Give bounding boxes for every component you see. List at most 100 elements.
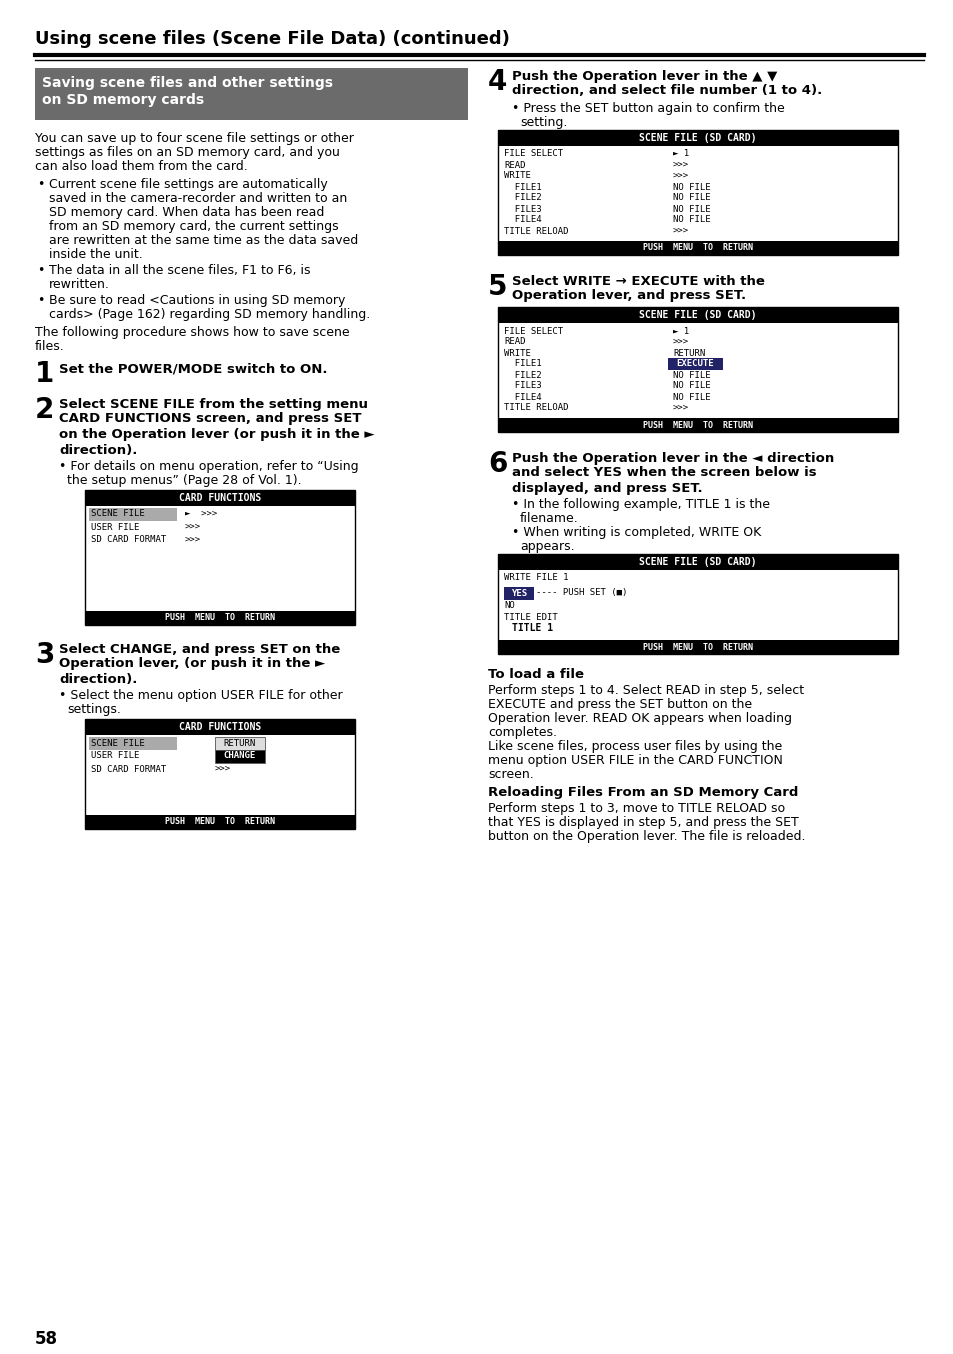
Text: 2: 2	[35, 395, 54, 424]
Text: You can save up to four scene file settings or other: You can save up to four scene file setti…	[35, 131, 354, 145]
Text: •: •	[37, 294, 45, 307]
FancyBboxPatch shape	[85, 490, 355, 626]
Text: FILE3: FILE3	[503, 204, 541, 214]
Text: Saving scene files and other settings: Saving scene files and other settings	[42, 76, 333, 89]
FancyBboxPatch shape	[497, 640, 897, 654]
Text: >>>: >>>	[185, 535, 201, 544]
Text: screen.: screen.	[488, 768, 533, 781]
Text: PUSH  MENU  TO  RETURN: PUSH MENU TO RETURN	[165, 613, 274, 623]
Text: READ: READ	[503, 337, 525, 347]
Text: TITLE EDIT: TITLE EDIT	[503, 612, 558, 621]
Text: are rewritten at the same time as the data saved: are rewritten at the same time as the da…	[49, 234, 358, 246]
Text: EXECUTE and press the SET button on the: EXECUTE and press the SET button on the	[488, 699, 751, 711]
Text: • When writing is completed, WRITE OK: • When writing is completed, WRITE OK	[512, 525, 760, 539]
FancyBboxPatch shape	[85, 719, 355, 829]
Text: NO FILE: NO FILE	[672, 204, 710, 214]
Text: ---- PUSH SET (■): ---- PUSH SET (■)	[536, 589, 627, 597]
Text: ► 1: ► 1	[672, 326, 688, 336]
Text: direction, and select file number (1 to 4).: direction, and select file number (1 to …	[512, 84, 821, 97]
Text: Reloading Files From an SD Memory Card: Reloading Files From an SD Memory Card	[488, 787, 798, 799]
Text: NO FILE: NO FILE	[672, 382, 710, 390]
Text: settings.: settings.	[67, 703, 121, 716]
Text: >>>: >>>	[672, 403, 688, 413]
Text: The following procedure shows how to save scene: The following procedure shows how to sav…	[35, 326, 349, 338]
Text: can also load them from the card.: can also load them from the card.	[35, 160, 248, 173]
Text: SD CARD FORMAT: SD CARD FORMAT	[91, 535, 166, 544]
Text: >>>: >>>	[672, 172, 688, 180]
Text: button on the Operation lever. The file is reloaded.: button on the Operation lever. The file …	[488, 830, 804, 844]
Text: on the Operation lever (or push it in the ►: on the Operation lever (or push it in th…	[59, 428, 375, 441]
Text: ►  >>>: ► >>>	[185, 509, 217, 519]
Text: READ: READ	[503, 161, 525, 169]
FancyBboxPatch shape	[497, 130, 897, 146]
Text: SCENE FILE (SD CARD): SCENE FILE (SD CARD)	[639, 310, 756, 320]
Text: filename.: filename.	[519, 512, 578, 525]
Text: NO: NO	[503, 601, 515, 611]
Text: Select WRITE → EXECUTE with the: Select WRITE → EXECUTE with the	[512, 275, 764, 288]
Text: FILE4: FILE4	[503, 393, 541, 402]
Text: YES: YES	[511, 589, 526, 597]
Text: >>>: >>>	[214, 765, 231, 773]
Text: ► 1: ► 1	[672, 149, 688, 158]
FancyBboxPatch shape	[85, 815, 355, 829]
Text: The data in all the scene files, F1 to F6, is: The data in all the scene files, F1 to F…	[49, 264, 310, 278]
Text: the setup menus” (Page 28 of Vol. 1).: the setup menus” (Page 28 of Vol. 1).	[67, 474, 301, 487]
FancyBboxPatch shape	[85, 490, 355, 506]
Text: Perform steps 1 to 4. Select READ in step 5, select: Perform steps 1 to 4. Select READ in ste…	[488, 684, 803, 697]
Text: USER FILE: USER FILE	[91, 751, 139, 761]
FancyBboxPatch shape	[35, 68, 468, 121]
Text: Push the Operation lever in the ◄ direction: Push the Operation lever in the ◄ direct…	[512, 452, 833, 464]
Text: CARD FUNCTIONS: CARD FUNCTIONS	[178, 722, 261, 733]
Text: USER FILE: USER FILE	[91, 523, 139, 532]
Text: NO FILE: NO FILE	[672, 393, 710, 402]
Text: SCENE FILE: SCENE FILE	[91, 509, 145, 519]
Text: files.: files.	[35, 340, 65, 353]
Text: completes.: completes.	[488, 726, 557, 739]
FancyBboxPatch shape	[497, 307, 897, 432]
Text: TITLE 1: TITLE 1	[512, 623, 553, 634]
Text: SCENE FILE (SD CARD): SCENE FILE (SD CARD)	[639, 133, 756, 144]
Text: CHANGE: CHANGE	[224, 751, 255, 761]
Text: Operation lever. READ OK appears when loading: Operation lever. READ OK appears when lo…	[488, 712, 791, 724]
FancyBboxPatch shape	[667, 357, 722, 370]
Text: TITLE RELOAD: TITLE RELOAD	[503, 226, 568, 236]
Text: • Press the SET button again to confirm the: • Press the SET button again to confirm …	[512, 102, 784, 115]
Text: from an SD memory card, the current settings: from an SD memory card, the current sett…	[49, 219, 338, 233]
Text: Like scene files, process user files by using the: Like scene files, process user files by …	[488, 741, 781, 753]
Text: • In the following example, TITLE 1 is the: • In the following example, TITLE 1 is t…	[512, 498, 769, 510]
Text: WRITE FILE 1: WRITE FILE 1	[503, 574, 568, 582]
FancyBboxPatch shape	[89, 508, 177, 521]
Text: >>>: >>>	[185, 523, 201, 532]
Text: NO FILE: NO FILE	[672, 371, 710, 379]
Text: CARD FUNCTIONS screen, and press SET: CARD FUNCTIONS screen, and press SET	[59, 412, 361, 425]
FancyBboxPatch shape	[214, 750, 265, 764]
Text: Set the POWER/MODE switch to ON.: Set the POWER/MODE switch to ON.	[59, 362, 327, 375]
Text: settings as files on an SD memory card, and you: settings as files on an SD memory card, …	[35, 146, 339, 158]
Text: 5: 5	[488, 274, 507, 301]
FancyBboxPatch shape	[85, 719, 355, 735]
Text: FILE3: FILE3	[503, 382, 541, 390]
Text: FILE2: FILE2	[503, 371, 541, 379]
Text: 1: 1	[35, 360, 54, 389]
Text: PUSH  MENU  TO  RETURN: PUSH MENU TO RETURN	[642, 244, 752, 252]
Text: rewritten.: rewritten.	[49, 278, 110, 291]
Text: 58: 58	[35, 1330, 58, 1349]
Text: on SD memory cards: on SD memory cards	[42, 93, 204, 107]
Text: and select YES when the screen below is: and select YES when the screen below is	[512, 466, 816, 479]
Text: • Select the menu option USER FILE for other: • Select the menu option USER FILE for o…	[59, 689, 342, 701]
Text: menu option USER FILE in the CARD FUNCTION: menu option USER FILE in the CARD FUNCTI…	[488, 754, 782, 766]
FancyBboxPatch shape	[89, 737, 177, 750]
Text: inside the unit.: inside the unit.	[49, 248, 143, 261]
Text: 4: 4	[488, 68, 507, 96]
Text: displayed, and press SET.: displayed, and press SET.	[512, 482, 702, 496]
Text: FILE1: FILE1	[503, 360, 541, 368]
Text: PUSH  MENU  TO  RETURN: PUSH MENU TO RETURN	[165, 818, 274, 826]
Text: WRITE: WRITE	[503, 172, 530, 180]
Text: WRITE: WRITE	[503, 348, 530, 357]
Text: FILE SELECT: FILE SELECT	[503, 149, 562, 158]
FancyBboxPatch shape	[85, 611, 355, 626]
Text: TITLE RELOAD: TITLE RELOAD	[503, 403, 568, 413]
Text: >>>: >>>	[672, 337, 688, 347]
Text: SCENE FILE (SD CARD): SCENE FILE (SD CARD)	[639, 556, 756, 567]
Text: FILE2: FILE2	[503, 194, 541, 203]
